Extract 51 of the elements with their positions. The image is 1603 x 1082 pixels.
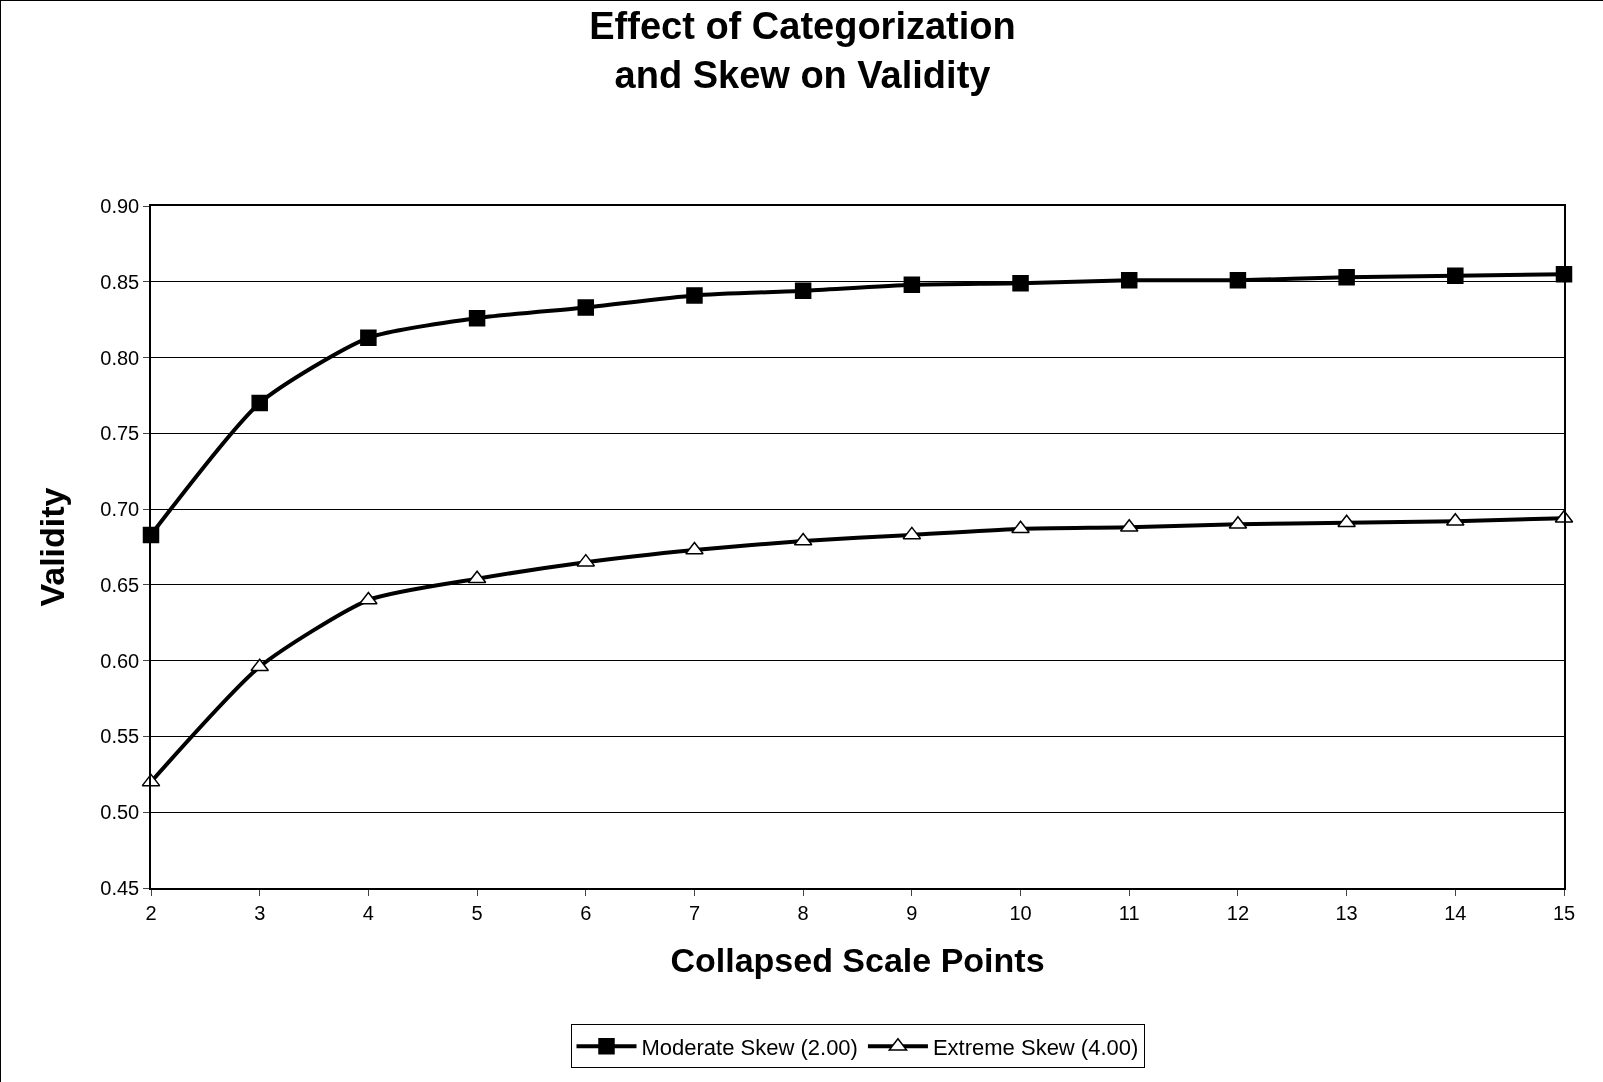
x-tick-label: 10 xyxy=(1009,901,1032,924)
x-tick-label: 15 xyxy=(1552,901,1576,924)
point xyxy=(250,658,270,672)
point xyxy=(686,287,703,304)
y-axis-title: Validity xyxy=(33,487,72,607)
x-tick-label: 3 xyxy=(254,901,266,924)
x-tick-label: 6 xyxy=(580,901,592,924)
point xyxy=(794,282,812,300)
y-tick-label: 0.45 xyxy=(100,877,140,899)
x-tick-label: 12 xyxy=(1226,901,1250,924)
point xyxy=(1338,268,1355,286)
point xyxy=(576,553,596,567)
chart-title: Effect of Categorization and Skew on Validity xyxy=(589,4,1016,97)
point xyxy=(468,309,486,327)
point xyxy=(685,541,704,555)
point xyxy=(1229,272,1247,289)
point xyxy=(902,526,922,540)
legend-label: Moderate Skew (2.00) xyxy=(641,1034,858,1060)
point xyxy=(1120,272,1138,289)
x-tick-label: 7 xyxy=(688,901,701,924)
y-tick-label: 0.55 xyxy=(100,725,140,748)
y-tick-label: 0.60 xyxy=(100,649,140,672)
x-tick-label: 13 xyxy=(1335,901,1358,924)
point xyxy=(358,591,378,605)
point xyxy=(793,532,813,546)
x-tick-label: 14 xyxy=(1444,901,1467,924)
x-tick-label: 8 xyxy=(797,901,809,924)
y-tick-label: 0.70 xyxy=(100,498,140,521)
x-tick-label: 2 xyxy=(145,901,157,924)
point xyxy=(1011,520,1030,534)
y-tick-label: 0.85 xyxy=(100,270,140,293)
point xyxy=(1012,275,1029,292)
point xyxy=(467,570,487,584)
point xyxy=(1447,267,1464,284)
point xyxy=(1445,512,1465,526)
point xyxy=(251,394,268,412)
legend-label: Extreme Skew (4.00) xyxy=(932,1034,1139,1060)
y-tick-label: 0.80 xyxy=(100,346,140,369)
x-tick-label: 4 xyxy=(362,901,374,924)
x-tick-label: 5 xyxy=(471,901,483,924)
y-tick-label: 0.75 xyxy=(100,422,140,445)
point xyxy=(903,276,921,294)
point xyxy=(360,329,377,347)
y-tick-label: 0.90 xyxy=(100,195,140,217)
x-tick-label: 9 xyxy=(906,901,918,924)
x-tick-label: 11 xyxy=(1118,901,1140,924)
y-tick-label: 0.65 xyxy=(100,573,140,596)
x-axis-title: Collapsed Scale Points xyxy=(670,940,1045,979)
point xyxy=(577,299,595,316)
point xyxy=(1337,514,1357,528)
y-tick-label: 0.50 xyxy=(100,801,140,824)
